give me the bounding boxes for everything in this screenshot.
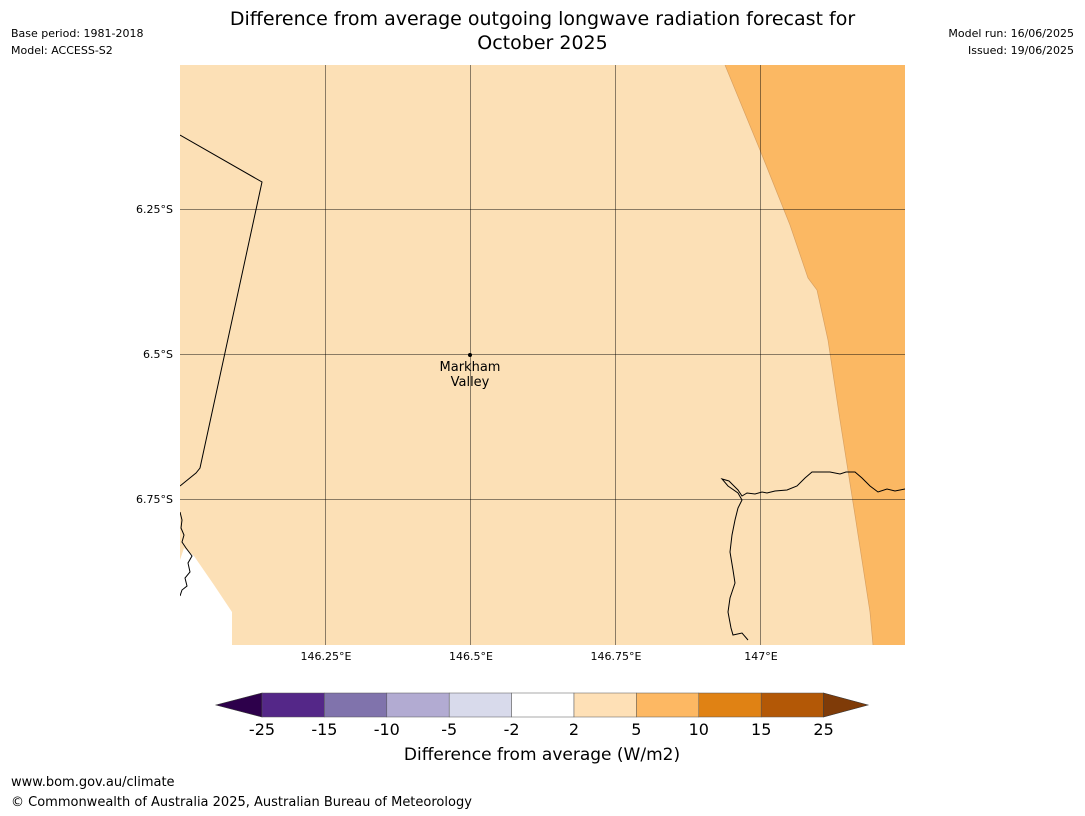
model-name: Model: ACCESS-S2	[11, 44, 113, 57]
map-area	[180, 65, 905, 645]
colorbar-segment	[698, 692, 762, 718]
colorbar-tick-label: -2	[503, 720, 520, 739]
base-period: Base period: 1981-2018	[11, 27, 144, 40]
colorbar-tick-label: 15	[751, 720, 772, 739]
colorbar-tick-label: -10	[373, 720, 400, 739]
colorbar-segment	[261, 692, 325, 718]
colorbar-segment	[573, 692, 637, 718]
lon-label-1465: 146.5°E	[449, 650, 493, 663]
place-label-line1: Markham	[439, 360, 501, 375]
issued-date: Issued: 19/06/2025	[967, 44, 1074, 57]
place-marker	[468, 353, 472, 357]
colorbar-tick-label: -5	[441, 720, 458, 739]
place-label-line2: Valley	[450, 375, 490, 390]
sea-area	[180, 548, 232, 645]
colorbar-tick-label: 25	[813, 720, 834, 739]
colorbar-segment	[386, 692, 450, 718]
colorbar-tick-label: 5	[631, 720, 642, 739]
lon-label-14675: 146.75°E	[590, 650, 642, 663]
lat-label-675: 6.75°S	[136, 493, 173, 506]
model-run: Model run: 16/06/2025	[948, 27, 1074, 40]
place-label: Markham Valley	[420, 360, 520, 390]
colorbar-segment	[760, 692, 824, 718]
colorbar	[214, 692, 870, 718]
lat-label-625: 6.25°S	[136, 203, 173, 216]
colorbar-tick-label: -15	[311, 720, 338, 739]
colorbar-tick-label: 10	[688, 720, 709, 739]
anomaly-boundary	[724, 65, 874, 645]
colorbar-segment	[636, 692, 700, 718]
map-title-line2: October 2025	[477, 32, 608, 54]
map-plot	[180, 65, 905, 645]
province-boundary	[180, 134, 263, 487]
anomaly-region-medium	[725, 65, 905, 645]
colorbar-segment	[448, 692, 512, 718]
lat-label-650: 6.5°S	[143, 348, 173, 361]
colorbar-tick-label: -25	[248, 720, 276, 739]
graticule	[180, 65, 905, 645]
coastline-east	[720, 471, 905, 641]
lon-label-147: 147°E	[744, 650, 778, 663]
colorbar-arrow-right	[823, 692, 870, 718]
colorbar-segment	[324, 692, 388, 718]
coastline-west	[180, 511, 193, 597]
colorbar-arrow-left	[214, 692, 263, 718]
lon-label-14625: 146.25°E	[300, 650, 352, 663]
colorbar-label: Difference from average (W/m2)	[403, 745, 681, 765]
footer-copyright: © Commonwealth of Australia 2025, Austra…	[11, 795, 472, 810]
meta-right: Model run: 16/06/2025 Issued: 19/06/2025	[948, 25, 1074, 59]
map-title-line1: Difference from average outgoing longwav…	[229, 8, 856, 30]
map-title: Difference from average outgoing longwav…	[180, 7, 905, 55]
colorbar-segment	[511, 692, 575, 718]
colorbar-tick-label: 2	[568, 720, 580, 739]
meta-left: Base period: 1981-2018 Model: ACCESS-S2	[11, 25, 143, 59]
footer-url: www.bom.gov.au/climate	[11, 775, 175, 790]
